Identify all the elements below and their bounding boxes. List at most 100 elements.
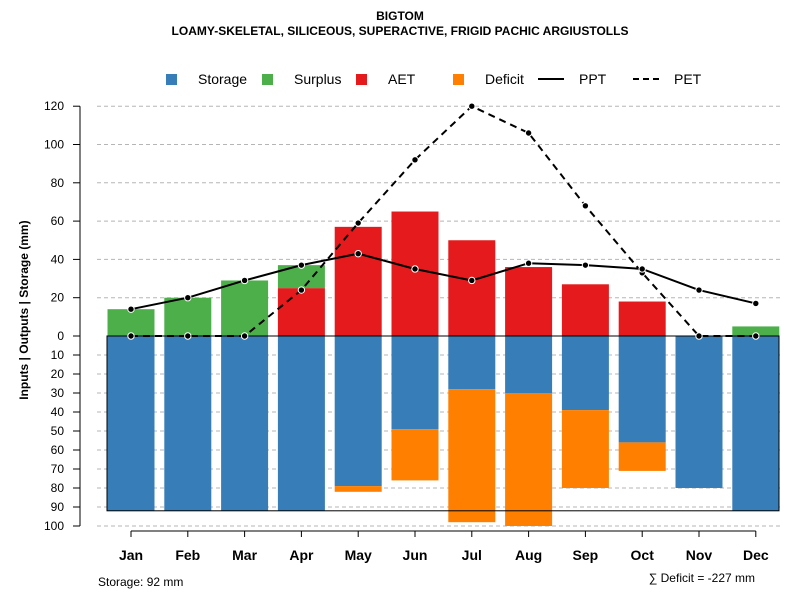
legend-item-pet: PET bbox=[633, 70, 701, 88]
aet-bar bbox=[277, 288, 325, 336]
y-tick-label: 20 bbox=[51, 291, 65, 305]
ppt-line bbox=[130, 252, 757, 311]
ppt-point bbox=[524, 259, 533, 267]
storage-bar bbox=[675, 336, 723, 488]
y-tick-label: 80 bbox=[51, 481, 65, 495]
surplus-bar bbox=[732, 326, 780, 336]
y-tick-label: 50 bbox=[51, 424, 65, 438]
aet-bar bbox=[618, 301, 666, 336]
legend-swatch bbox=[538, 78, 564, 80]
pet-point bbox=[752, 332, 760, 340]
pet-point bbox=[468, 102, 476, 110]
x-tick-label: Dec bbox=[743, 547, 769, 563]
storage-bar bbox=[391, 336, 439, 430]
legend-swatch bbox=[166, 73, 177, 85]
chart-title: BIGTOM bbox=[376, 9, 424, 23]
pet-point bbox=[184, 332, 192, 340]
pet-point bbox=[354, 219, 362, 227]
pet-point bbox=[297, 286, 306, 294]
legend-label: PET bbox=[674, 71, 702, 87]
aet-bar bbox=[448, 240, 496, 336]
ppt-point bbox=[581, 261, 590, 269]
legend-item-storage: Storage bbox=[166, 70, 247, 88]
storage-bar bbox=[448, 336, 496, 390]
deficit-total-note: ∑ Deficit = -227 mm bbox=[648, 571, 755, 585]
legend-label: PPT bbox=[579, 71, 607, 87]
ppt-point bbox=[297, 261, 306, 269]
y-tick-label: 90 bbox=[51, 500, 65, 514]
deficit-bar bbox=[561, 410, 609, 488]
x-tick-label: Mar bbox=[232, 547, 257, 563]
aet-bar bbox=[391, 211, 439, 336]
ppt-point bbox=[184, 294, 192, 302]
pet-point bbox=[524, 129, 533, 137]
pet-point bbox=[127, 332, 135, 340]
deficit-bar bbox=[505, 393, 553, 526]
storage-bar bbox=[277, 336, 325, 511]
legend-item-aet: AET bbox=[356, 70, 415, 88]
x-tick-label: Sep bbox=[573, 547, 599, 563]
pet-point bbox=[240, 332, 249, 340]
y-tick-label: 10 bbox=[51, 348, 65, 362]
legend-item-deficit: Deficit bbox=[453, 70, 524, 88]
storage-bar bbox=[505, 336, 553, 393]
y-axis-title: Inputs | Outputs | Storage (mm) bbox=[17, 220, 31, 399]
deficit-bar bbox=[334, 486, 382, 492]
deficit-bar bbox=[448, 389, 496, 523]
surplus-bar bbox=[221, 280, 269, 336]
y-tick-label: 100 bbox=[44, 519, 64, 533]
y-tick-label: 100 bbox=[44, 138, 64, 152]
pet-point bbox=[581, 202, 590, 210]
y-tick-label: 20 bbox=[51, 367, 65, 381]
legend-swatch bbox=[633, 78, 659, 80]
legend-swatch bbox=[356, 73, 367, 85]
deficit-bar bbox=[391, 429, 439, 481]
ppt-point bbox=[468, 276, 476, 285]
x-tick-label: Jul bbox=[462, 547, 482, 563]
ppt-point bbox=[752, 299, 760, 308]
x-tick-label: Feb bbox=[175, 547, 200, 563]
legend-item-surplus: Surplus bbox=[262, 70, 341, 88]
legend-swatch bbox=[262, 73, 273, 85]
storage-bar bbox=[164, 336, 212, 511]
ppt-point bbox=[127, 305, 135, 313]
ppt-point bbox=[240, 276, 249, 285]
storage-capacity-outline bbox=[106, 335, 780, 512]
storage-bar bbox=[732, 336, 780, 511]
y-tick-label: 40 bbox=[51, 252, 65, 266]
storage-note: Storage: 92 mm bbox=[98, 575, 184, 589]
chart-subtitle: LOAMY-SKELETAL, SILICEOUS, SUPERACTIVE, … bbox=[171, 24, 629, 38]
x-tick-label: May bbox=[345, 547, 372, 563]
surplus-bar bbox=[107, 309, 155, 336]
legend-label: AET bbox=[388, 71, 416, 87]
storage-bar bbox=[221, 336, 269, 511]
pet-point bbox=[695, 332, 703, 340]
surplus-bar bbox=[164, 297, 212, 336]
x-tick-label: Jan bbox=[119, 547, 143, 563]
pet-point bbox=[411, 156, 419, 164]
ppt-point bbox=[638, 265, 646, 273]
pet-line bbox=[131, 105, 756, 337]
storage-bar bbox=[618, 336, 666, 443]
x-tick-label: Oct bbox=[631, 547, 655, 563]
y-tick-label: 80 bbox=[51, 176, 65, 190]
storage-bar bbox=[561, 336, 609, 411]
storage-bar bbox=[107, 336, 155, 511]
legend-item-ppt: PPT bbox=[538, 70, 606, 88]
deficit-bar bbox=[618, 442, 666, 471]
legend-label: Storage bbox=[198, 71, 248, 87]
aet-bar bbox=[334, 226, 382, 336]
storage-bar bbox=[334, 336, 382, 487]
ppt-point bbox=[695, 286, 703, 294]
x-tick-label: Aug bbox=[515, 547, 542, 563]
aet-bar bbox=[505, 267, 553, 336]
x-tick-label: Jun bbox=[403, 547, 428, 563]
legend-label: Surplus bbox=[294, 71, 342, 87]
y-tick-label: 120 bbox=[44, 99, 64, 113]
y-tick-label: 40 bbox=[51, 405, 65, 419]
y-tick-label: 0 bbox=[57, 329, 64, 343]
legend-label: Deficit bbox=[485, 71, 524, 87]
y-tick-label: 60 bbox=[51, 214, 65, 228]
